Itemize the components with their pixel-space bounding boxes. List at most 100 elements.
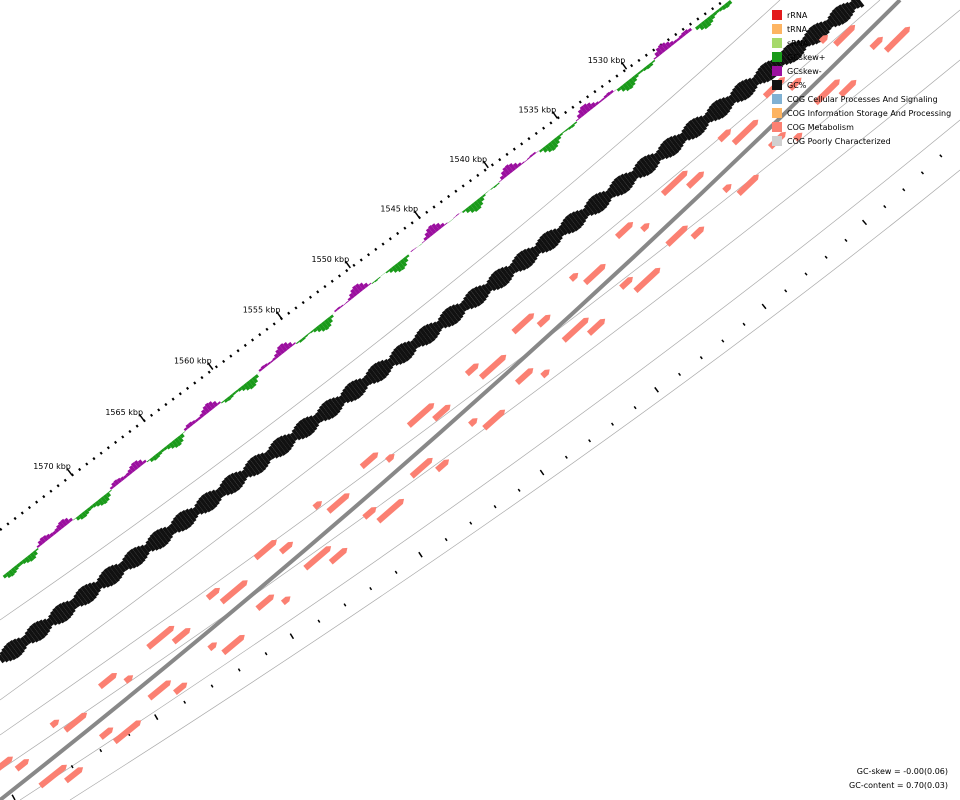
gc-content-bar <box>753 73 763 85</box>
gc-skew-bar <box>419 243 423 246</box>
gc-skew-bar <box>200 409 208 416</box>
outer-tick <box>11 794 16 800</box>
gene <box>303 546 332 571</box>
outer-tick <box>418 551 423 558</box>
gc-content-bar <box>203 492 218 509</box>
gc-skew-bar <box>240 385 247 392</box>
backbone <box>0 0 902 800</box>
gene-arrow <box>64 767 84 784</box>
gc-skew-bar <box>553 137 560 145</box>
gc-content-bar <box>529 246 540 258</box>
gene-arrow <box>640 223 650 233</box>
gc-skew-bar <box>35 547 39 552</box>
gc-content-bar <box>318 405 332 421</box>
gc-content-bar <box>848 1 857 11</box>
gc-content-bar <box>780 49 794 65</box>
gc-content-bar <box>192 506 201 516</box>
gc-skew-bar <box>133 460 142 469</box>
gc-content-bar <box>759 64 774 81</box>
ruler-label: 1560 kbp <box>174 356 212 365</box>
gc-content-bar <box>571 211 585 227</box>
gc-skew-bar <box>202 405 210 414</box>
gc-content-bar <box>731 87 745 102</box>
gc-skew-bar <box>254 374 260 379</box>
gc-content-bar <box>402 341 415 357</box>
gc-skew-bar <box>544 144 553 153</box>
gc-skew-bar <box>661 42 669 51</box>
gc-content-bar <box>601 190 612 203</box>
legend-swatch <box>772 38 782 48</box>
gc-content-bar <box>441 310 456 327</box>
gc-content-bar <box>370 365 384 382</box>
gc-skew-bar <box>56 524 63 531</box>
gc-content-bar <box>535 241 546 254</box>
outer-tick <box>394 570 398 574</box>
ruler-labels: 1530 kbp 1535 kbp 1540 kbp 1545 kbp 1550 kbp… <box>33 56 628 476</box>
gc-content-bar <box>149 533 163 550</box>
gc-skew-bar <box>459 211 462 215</box>
gc-skew-bar <box>142 459 147 464</box>
gc-content-bar <box>379 359 392 374</box>
gc-content-bar <box>827 15 839 28</box>
gc-content-bar <box>168 523 178 534</box>
gc-skew-bar <box>385 270 390 274</box>
gc-content-bar <box>152 531 166 548</box>
gene <box>435 459 450 473</box>
gc-skew-bar <box>416 245 420 248</box>
gc-content-bar <box>552 228 563 241</box>
gc-skew-bar <box>354 283 364 293</box>
gc-skew-bar <box>631 75 638 83</box>
gc-skew-bar <box>199 413 205 418</box>
gc-content-bar <box>219 482 231 496</box>
gc-content-bar <box>704 111 715 123</box>
outer-tick <box>902 188 906 192</box>
gc-skew-bar <box>561 130 566 134</box>
gc-skew-bar <box>315 325 322 333</box>
gene-arrow <box>619 276 633 290</box>
gc-content-bar <box>611 180 625 196</box>
gc-skew-bar <box>204 402 213 412</box>
gc-skew-bar <box>52 530 57 536</box>
gc-skew-bar <box>339 304 344 308</box>
gc-content-bar <box>103 568 118 585</box>
gc-content-bar <box>113 563 125 577</box>
gc-content-bar <box>237 470 248 482</box>
ruler-tick <box>552 111 558 119</box>
gc-skew-bar <box>692 27 695 30</box>
gc-skew-bar <box>123 474 128 479</box>
gc-content-bar <box>522 248 536 265</box>
gc-skew-bar <box>113 479 120 486</box>
gc-content-bar <box>16 637 27 651</box>
outer-tick <box>920 171 924 175</box>
gc-content-bar <box>124 553 137 569</box>
gc-content-bar <box>38 619 51 634</box>
gc-skew-bar <box>128 465 136 473</box>
ring-line <box>69 169 960 800</box>
gc-skew-bar <box>408 252 412 255</box>
gc-skew-bar <box>256 371 260 375</box>
gc-skew-bar <box>318 323 326 332</box>
gc-skew-bar <box>636 71 642 76</box>
legend: rRNA tRNA sRNA GCskew+ GCskew- GC% COG Cellula… <box>772 10 951 146</box>
gc-skew-bar <box>68 517 74 523</box>
gc-content-bar <box>308 415 320 428</box>
gene <box>883 26 911 53</box>
gene <box>833 24 856 47</box>
gc-skew-bar <box>575 118 580 122</box>
gene <box>540 369 550 379</box>
gene-arrow <box>98 727 114 740</box>
gc-content-bar <box>418 327 433 344</box>
gc-content-bar <box>565 215 579 232</box>
gc-skew-bar <box>100 496 108 505</box>
gc-skew-bar <box>8 569 15 577</box>
gc-content-bar <box>147 536 160 551</box>
gc-skew-bar <box>336 306 341 311</box>
gc-content-bar <box>785 44 800 61</box>
gene <box>686 171 705 189</box>
gene-arrow <box>123 675 134 684</box>
gc-content-bar <box>0 654 6 664</box>
gene <box>793 132 803 142</box>
gc-content-bar <box>155 529 169 546</box>
gc-skew-bar <box>312 327 318 333</box>
gc-content-bar <box>270 442 283 458</box>
